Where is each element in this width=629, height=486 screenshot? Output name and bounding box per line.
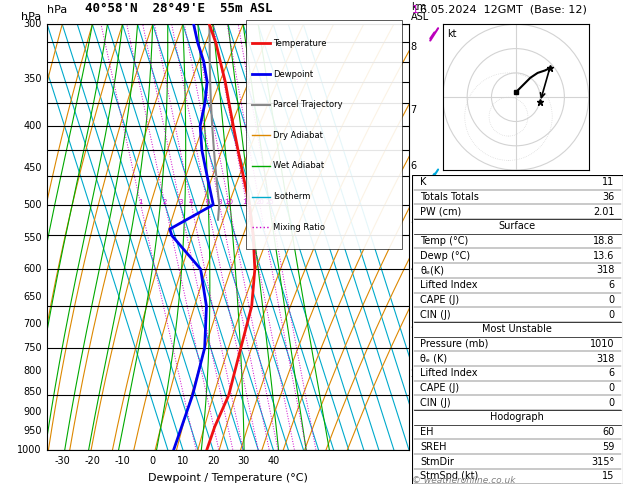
Text: 2.01: 2.01: [593, 207, 615, 217]
Text: 7: 7: [411, 104, 417, 115]
Text: 15: 15: [242, 199, 251, 205]
Text: 10: 10: [177, 456, 189, 466]
Text: 13.6: 13.6: [593, 251, 615, 261]
Text: 15: 15: [602, 471, 615, 481]
Text: 2: 2: [411, 369, 417, 379]
Text: SREH: SREH: [420, 442, 447, 452]
Text: Dewpoint: Dewpoint: [273, 69, 313, 79]
Text: 950: 950: [23, 426, 42, 436]
Text: hPa: hPa: [47, 4, 67, 15]
Text: hPa: hPa: [21, 12, 42, 22]
Text: 900: 900: [23, 407, 42, 417]
Text: 40: 40: [267, 456, 279, 466]
Text: -30: -30: [54, 456, 70, 466]
Text: Lifted Index: Lifted Index: [420, 280, 478, 290]
Text: 1000: 1000: [17, 445, 42, 454]
Text: K: K: [420, 177, 427, 187]
Text: Isotherm: Isotherm: [273, 192, 311, 201]
Text: 8: 8: [217, 199, 222, 205]
Text: 400: 400: [23, 121, 42, 131]
Text: 6: 6: [608, 368, 615, 379]
Text: 0: 0: [608, 310, 615, 320]
Text: 6: 6: [411, 161, 417, 171]
Text: 300: 300: [23, 19, 42, 29]
Text: 550: 550: [23, 233, 42, 243]
Text: 1: 1: [412, 4, 419, 15]
Text: 850: 850: [23, 387, 42, 397]
Text: -10: -10: [114, 456, 130, 466]
Text: StmSpd (kt): StmSpd (kt): [420, 471, 479, 481]
Text: Mixing Ratio (g/kg): Mixing Ratio (g/kg): [447, 191, 457, 283]
Text: 60: 60: [602, 427, 615, 437]
Text: 20: 20: [207, 456, 219, 466]
Text: 5: 5: [411, 215, 417, 225]
Text: 0: 0: [608, 398, 615, 408]
Text: Pressure (mb): Pressure (mb): [420, 339, 489, 349]
Text: 11: 11: [602, 177, 615, 187]
Text: 1: 1: [138, 199, 143, 205]
Text: LCL: LCL: [411, 429, 427, 438]
Text: 450: 450: [23, 162, 42, 173]
Text: 2: 2: [163, 199, 167, 205]
Text: 25: 25: [265, 199, 274, 205]
Text: 4: 4: [411, 264, 417, 274]
Text: Wet Adiabat: Wet Adiabat: [273, 161, 325, 171]
Text: Dry Adiabat: Dry Adiabat: [273, 131, 323, 140]
Text: 0: 0: [150, 456, 156, 466]
Text: 318: 318: [596, 265, 615, 276]
Text: CAPE (J): CAPE (J): [420, 295, 460, 305]
Text: kt: kt: [447, 29, 457, 39]
Text: 4: 4: [189, 199, 194, 205]
Text: 315°: 315°: [591, 456, 615, 467]
Text: Dewp (°C): Dewp (°C): [420, 251, 470, 261]
Text: PW (cm): PW (cm): [420, 207, 462, 217]
Text: 800: 800: [23, 366, 42, 376]
Text: Totals Totals: Totals Totals: [420, 192, 479, 202]
Text: θₑ (K): θₑ (K): [420, 354, 448, 364]
Text: 3: 3: [178, 199, 182, 205]
Text: 6: 6: [608, 280, 615, 290]
FancyBboxPatch shape: [246, 20, 401, 249]
Text: Dewpoint / Temperature (°C): Dewpoint / Temperature (°C): [148, 473, 308, 483]
Text: 350: 350: [23, 74, 42, 84]
Text: 700: 700: [23, 318, 42, 329]
Text: 6: 6: [205, 199, 210, 205]
Text: 36: 36: [602, 192, 615, 202]
Text: EH: EH: [420, 427, 434, 437]
Text: -20: -20: [84, 456, 100, 466]
Text: 500: 500: [23, 200, 42, 210]
Text: 8: 8: [411, 42, 417, 52]
Text: 59: 59: [602, 442, 615, 452]
Text: Most Unstable: Most Unstable: [482, 324, 552, 334]
Text: Mixing Ratio: Mixing Ratio: [273, 223, 325, 232]
Text: Hodograph: Hodograph: [491, 413, 544, 422]
Text: CIN (J): CIN (J): [420, 310, 451, 320]
Text: 0: 0: [608, 383, 615, 393]
Text: Parcel Trajectory: Parcel Trajectory: [273, 100, 343, 109]
Text: 1010: 1010: [590, 339, 615, 349]
Text: 18.8: 18.8: [593, 236, 615, 246]
Text: 600: 600: [23, 264, 42, 274]
Text: © weatheronline.co.uk: © weatheronline.co.uk: [412, 476, 516, 485]
Text: StmDir: StmDir: [420, 456, 454, 467]
Text: CIN (J): CIN (J): [420, 398, 451, 408]
Text: CAPE (J): CAPE (J): [420, 383, 460, 393]
Text: 6.05.2024  12GMT  (Base: 12): 6.05.2024 12GMT (Base: 12): [420, 4, 587, 15]
Text: 3: 3: [411, 320, 417, 330]
Text: 10: 10: [225, 199, 233, 205]
Text: 750: 750: [23, 343, 42, 353]
Text: Lifted Index: Lifted Index: [420, 368, 478, 379]
Text: 30: 30: [237, 456, 249, 466]
Text: Surface: Surface: [499, 222, 536, 231]
Text: 318: 318: [596, 354, 615, 364]
Text: 20: 20: [255, 199, 264, 205]
Text: Temp (°C): Temp (°C): [420, 236, 469, 246]
Text: θₑ(K): θₑ(K): [420, 265, 445, 276]
Text: 1: 1: [411, 390, 417, 400]
Text: 40°58'N  28°49'E  55m ASL: 40°58'N 28°49'E 55m ASL: [85, 1, 272, 15]
Text: 650: 650: [23, 293, 42, 302]
Text: 0: 0: [608, 295, 615, 305]
Text: Temperature: Temperature: [273, 39, 326, 48]
Text: km
ASL: km ASL: [411, 2, 429, 22]
